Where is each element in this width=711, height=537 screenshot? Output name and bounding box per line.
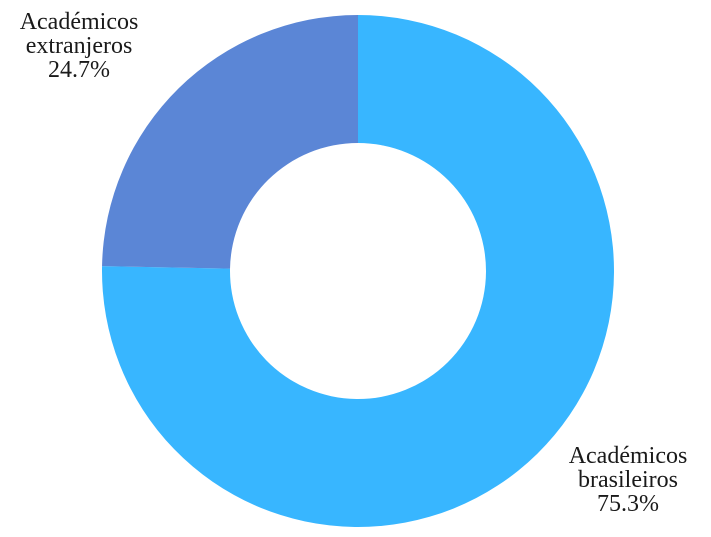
slice-value-label: 24.7% bbox=[48, 57, 110, 83]
slice-label-academicos-extranjeros: Académicos extranjeros 24.7% bbox=[4, 10, 154, 82]
donut-slice-academicos-extranjeros bbox=[102, 15, 359, 269]
slice-value-label: 75.3% bbox=[597, 491, 659, 517]
donut-slice-academicos-brasileiros bbox=[101, 15, 614, 527]
slice-label-line: brasileiros bbox=[578, 467, 678, 493]
slice-label-line: extranjeros bbox=[25, 33, 133, 59]
slice-label-academicos-brasileiros: Académicos brasileiros 75.3% bbox=[548, 444, 708, 516]
slice-label-line: Académicos bbox=[19, 9, 139, 35]
slice-label-line: Académicos bbox=[568, 443, 688, 469]
